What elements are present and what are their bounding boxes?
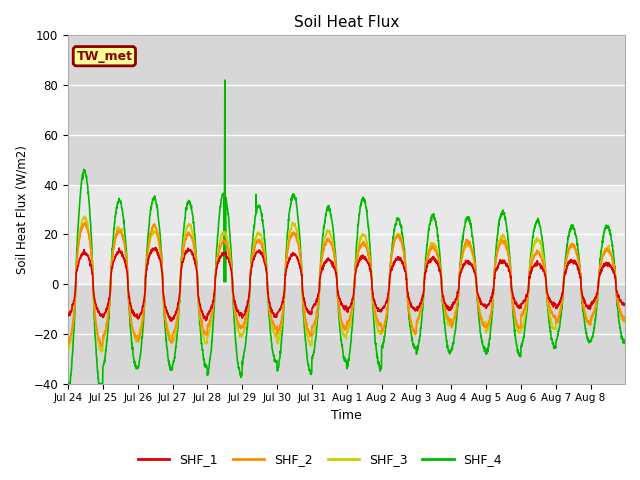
SHF_2 <box>381 321 388 326</box>
SHF_2 <box>81 219 89 225</box>
SHF_4 <box>64 381 72 386</box>
SHF_3 <box>81 213 88 219</box>
SHF_1 <box>241 312 248 318</box>
Y-axis label: Soil Heat Flux (W/m2): Soil Heat Flux (W/m2) <box>15 145 28 274</box>
SHF_2 <box>515 325 523 331</box>
Line: SHF_1: SHF_1 <box>68 247 625 321</box>
SHF_3 <box>97 349 105 355</box>
SHF_4 <box>515 349 522 355</box>
SHF_1 <box>152 244 159 250</box>
SHF_1 <box>515 304 523 310</box>
Line: SHF_4: SHF_4 <box>68 80 625 384</box>
SHF_3 <box>547 314 554 320</box>
X-axis label: Time: Time <box>331 409 362 422</box>
SHF_2 <box>97 343 105 349</box>
SHF_3 <box>64 347 72 353</box>
SHF_3 <box>120 239 128 245</box>
SHF_4 <box>221 77 228 83</box>
SHF_1 <box>120 255 127 261</box>
SHF_4 <box>614 306 621 312</box>
SHF_2 <box>120 241 128 247</box>
SHF_3 <box>381 323 388 329</box>
SHF_3 <box>241 325 248 331</box>
SHF_2 <box>614 298 621 303</box>
SHF_4 <box>621 338 629 344</box>
SHF_1 <box>621 301 629 307</box>
SHF_3 <box>614 300 621 305</box>
SHF_4 <box>547 324 554 330</box>
Line: SHF_3: SHF_3 <box>68 216 625 352</box>
Text: TW_met: TW_met <box>76 50 132 63</box>
SHF_3 <box>621 317 629 323</box>
SHF_3 <box>515 328 523 334</box>
SHF_4 <box>241 349 248 355</box>
Legend: SHF_1, SHF_2, SHF_3, SHF_4: SHF_1, SHF_2, SHF_3, SHF_4 <box>132 448 508 471</box>
Line: SHF_2: SHF_2 <box>68 222 625 346</box>
SHF_1 <box>168 318 175 324</box>
SHF_2 <box>621 313 629 319</box>
SHF_2 <box>64 341 72 347</box>
SHF_1 <box>614 292 621 298</box>
Bar <box>68 284 625 384</box>
SHF_4 <box>380 334 388 339</box>
SHF_4 <box>120 220 127 226</box>
SHF_1 <box>381 304 388 310</box>
SHF_1 <box>64 313 72 319</box>
SHF_2 <box>241 319 248 325</box>
SHF_2 <box>547 307 554 313</box>
Bar <box>68 36 625 184</box>
Title: Soil Heat Flux: Soil Heat Flux <box>294 15 399 30</box>
SHF_1 <box>547 299 554 304</box>
